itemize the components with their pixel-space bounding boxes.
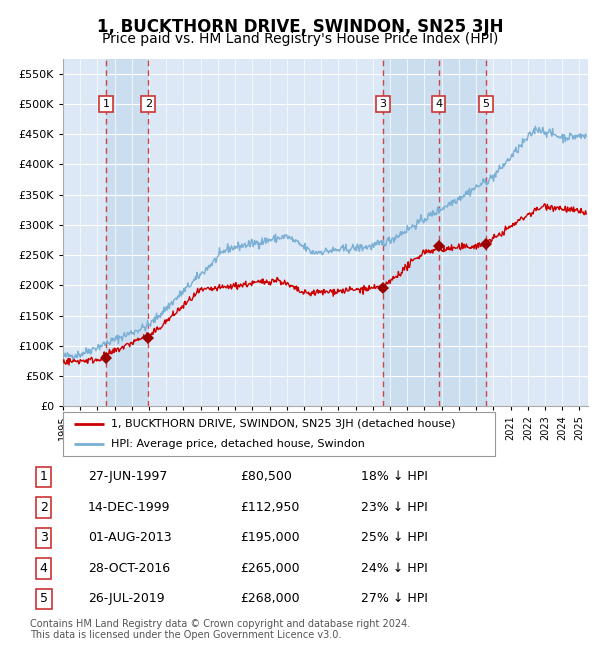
Bar	[383, 58, 439, 406]
Text: £265,000: £265,000	[240, 562, 299, 575]
Text: £80,500: £80,500	[240, 471, 292, 484]
Bar	[439, 58, 486, 406]
Text: 27-JUN-1997: 27-JUN-1997	[88, 471, 167, 484]
Text: 18% ↓ HPI: 18% ↓ HPI	[361, 471, 428, 484]
Text: 1, BUCKTHORN DRIVE, SWINDON, SN25 3JH (detached house): 1, BUCKTHORN DRIVE, SWINDON, SN25 3JH (d…	[110, 419, 455, 430]
Text: 26-JUL-2019: 26-JUL-2019	[88, 593, 164, 606]
Text: 25% ↓ HPI: 25% ↓ HPI	[361, 532, 428, 545]
Text: 23% ↓ HPI: 23% ↓ HPI	[361, 500, 428, 514]
Text: 27% ↓ HPI: 27% ↓ HPI	[361, 593, 428, 606]
Text: 24% ↓ HPI: 24% ↓ HPI	[361, 562, 428, 575]
Text: 5: 5	[482, 99, 489, 109]
Text: 4: 4	[435, 99, 442, 109]
Text: 1: 1	[103, 99, 109, 109]
Text: 3: 3	[40, 532, 48, 545]
Text: £112,950: £112,950	[240, 500, 299, 514]
Text: 5: 5	[40, 593, 48, 606]
Text: 1: 1	[40, 471, 48, 484]
Text: 1, BUCKTHORN DRIVE, SWINDON, SN25 3JH: 1, BUCKTHORN DRIVE, SWINDON, SN25 3JH	[97, 18, 503, 36]
Text: HPI: Average price, detached house, Swindon: HPI: Average price, detached house, Swin…	[110, 439, 364, 449]
Text: 14-DEC-1999: 14-DEC-1999	[88, 500, 170, 514]
Text: 01-AUG-2013: 01-AUG-2013	[88, 532, 172, 545]
Bar	[106, 58, 148, 406]
Text: 28-OCT-2016: 28-OCT-2016	[88, 562, 170, 575]
Text: £268,000: £268,000	[240, 593, 299, 606]
Text: Price paid vs. HM Land Registry's House Price Index (HPI): Price paid vs. HM Land Registry's House …	[102, 32, 498, 47]
Text: 4: 4	[40, 562, 48, 575]
Text: 3: 3	[379, 99, 386, 109]
Text: 2: 2	[40, 500, 48, 514]
Text: 2: 2	[145, 99, 152, 109]
Text: £195,000: £195,000	[240, 532, 299, 545]
Text: Contains HM Land Registry data © Crown copyright and database right 2024.
This d: Contains HM Land Registry data © Crown c…	[30, 619, 410, 640]
